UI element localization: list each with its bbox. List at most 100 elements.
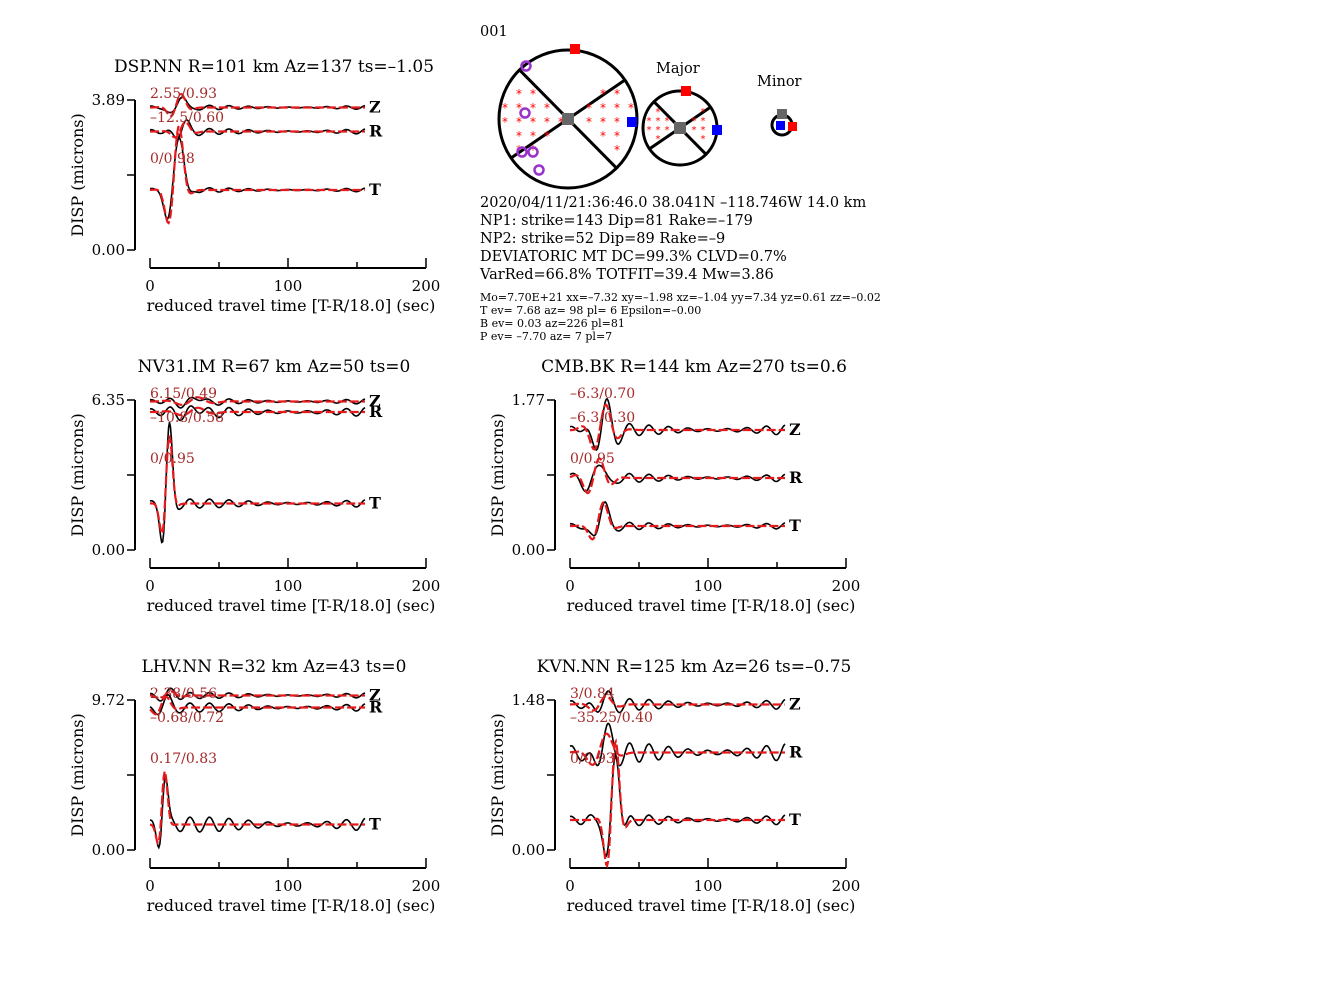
polarity-mark: * bbox=[701, 107, 706, 118]
x-tick-label: 100 bbox=[694, 877, 723, 895]
polarity-mark: * bbox=[701, 116, 706, 127]
component-label-z: Z bbox=[369, 686, 381, 705]
polarity-mark: * bbox=[600, 87, 606, 101]
x-tick-label: 0 bbox=[145, 577, 155, 595]
observed-trace-t bbox=[149, 422, 366, 544]
x-axis-title: reduced travel time [T-R/18.0] (sec) bbox=[147, 596, 436, 615]
station-marker bbox=[527, 146, 539, 158]
station-marker bbox=[519, 107, 531, 119]
synthetic-trace-z bbox=[149, 396, 365, 407]
polarity-mark: * bbox=[516, 115, 522, 129]
polarity-mark: * bbox=[665, 116, 670, 127]
polarity-mark: * bbox=[647, 125, 652, 136]
fit-label-z: 3/0.84 bbox=[570, 686, 615, 702]
component-label-t: T bbox=[369, 815, 381, 834]
synthetic-trace-t bbox=[149, 435, 365, 537]
y-tick-label: 0.00 bbox=[512, 841, 545, 859]
polarity-mark: * bbox=[614, 115, 620, 129]
synthetic-trace-t bbox=[570, 738, 785, 869]
synthetic-trace-t bbox=[149, 767, 365, 846]
polarity-mark: * bbox=[586, 115, 592, 129]
synthetic-trace-r bbox=[150, 120, 365, 139]
synthetic-trace-r bbox=[569, 732, 785, 767]
fit-label-r: –10.8/0.58 bbox=[150, 410, 224, 426]
polarity-mark: * bbox=[600, 129, 606, 143]
observed-trace-t bbox=[569, 501, 786, 537]
synthetic-trace-z bbox=[569, 695, 785, 712]
observed-trace-z bbox=[569, 690, 786, 714]
observed-trace-t bbox=[150, 773, 366, 850]
y-axis-title: DISP (microns) bbox=[68, 113, 87, 237]
polarity-mark: * bbox=[530, 143, 536, 157]
panel-title: KVN.NN R=125 km Az=26 ts=–0.75 bbox=[537, 657, 852, 677]
polarity-mark: * bbox=[516, 101, 522, 115]
polarity-mark: * bbox=[600, 115, 606, 129]
major-beachball: ************** bbox=[641, 86, 722, 167]
x-tick-label: 200 bbox=[412, 577, 441, 595]
polarity-mark: * bbox=[628, 101, 634, 115]
polarity-mark: * bbox=[614, 87, 620, 101]
fit-label-t: 0/0.93 bbox=[570, 751, 615, 767]
t-axis-marker bbox=[627, 117, 637, 127]
synthetic-trace-r bbox=[569, 456, 785, 495]
x-tick-label: 200 bbox=[412, 277, 441, 295]
nodal-plane-2: NP2: strike=52 Dip=89 Rake=–9 bbox=[480, 231, 726, 247]
b-axis-marker bbox=[674, 122, 686, 134]
y-tick-label: 0.00 bbox=[512, 541, 545, 559]
x-tick-label: 100 bbox=[274, 877, 303, 895]
p-axis-line: P ev= –7.70 az= 7 pl=7 bbox=[480, 330, 613, 343]
synthetic-trace-r bbox=[149, 695, 365, 716]
waveform-panel: DSP.NN R=101 km Az=137 ts=–1.05 DISP (mic… bbox=[68, 57, 440, 315]
x-tick-label: 0 bbox=[145, 877, 155, 895]
polarity-mark: * bbox=[647, 116, 652, 127]
station-marker bbox=[520, 60, 532, 72]
fit-label-t: 0/0.95 bbox=[150, 451, 195, 467]
synthetic-trace-t bbox=[570, 501, 785, 541]
panel-title: NV31.IM R=67 km Az=50 ts=0 bbox=[138, 357, 411, 377]
y-tick-label: 0.00 bbox=[92, 241, 125, 259]
fit-label-z: –6.3/0.70 bbox=[570, 386, 635, 402]
deviatoric-mt-line: DEVIATORIC MT DC=99.3% CLVD=0.7% bbox=[480, 249, 787, 265]
x-tick-label: 200 bbox=[412, 877, 441, 895]
t-axis-line: T ev= 7.68 az= 98 pl= 6 Epsilon=–0.00 bbox=[480, 304, 702, 317]
polarity-mark: * bbox=[614, 101, 620, 115]
component-label-z: Z bbox=[369, 392, 381, 411]
component-label-r: R bbox=[789, 468, 803, 487]
b-axis-marker bbox=[777, 109, 787, 119]
component-label-r: R bbox=[369, 402, 383, 421]
moment-tensor-line: Mo=7.70E+21 xx=–7.32 xy=–1.98 xz=–1.04 y… bbox=[480, 291, 881, 304]
p-axis-marker bbox=[570, 44, 580, 54]
component-label-t: T bbox=[369, 180, 381, 199]
component-label-t: T bbox=[789, 810, 801, 829]
polarity-mark: * bbox=[701, 134, 706, 145]
polarity-mark: * bbox=[530, 129, 536, 143]
event-id: 001 bbox=[480, 24, 508, 40]
polarity-mark: * bbox=[665, 125, 670, 136]
polarity-mark: * bbox=[614, 129, 620, 143]
x-tick-label: 100 bbox=[274, 577, 303, 595]
minor-beachball bbox=[770, 109, 797, 137]
polarity-mark: * bbox=[502, 115, 508, 129]
polarity-mark: * bbox=[516, 87, 522, 101]
component-label-t: T bbox=[789, 516, 801, 535]
waveform-panel: KVN.NN R=125 km Az=26 ts=–0.75 DISP (micr… bbox=[488, 657, 860, 915]
x-tick-label: 200 bbox=[832, 577, 861, 595]
fit-label-r: –12.5/0.60 bbox=[150, 110, 224, 126]
fit-label-r: –35.25/0.40 bbox=[570, 710, 653, 726]
station-marker bbox=[533, 164, 545, 176]
fit-label-r: –6.3/0.30 bbox=[570, 410, 635, 426]
minor-beachball-label: Minor bbox=[757, 74, 802, 90]
polarity-mark: * bbox=[614, 143, 620, 157]
y-tick-label: 0.00 bbox=[92, 841, 125, 859]
major-beachball-label: Major bbox=[656, 61, 700, 77]
fit-label-z: 6.15/0.49 bbox=[150, 386, 217, 402]
polarity-mark: * bbox=[586, 101, 592, 115]
fit-label-z: 2.55/0.93 bbox=[150, 86, 217, 102]
polarity-mark: * bbox=[600, 101, 606, 115]
fit-label-t: 0.17/0.83 bbox=[150, 751, 217, 767]
b-axis-marker bbox=[562, 113, 574, 125]
t-axis-marker bbox=[712, 125, 722, 135]
x-axis-title: reduced travel time [T-R/18.0] (sec) bbox=[567, 896, 856, 915]
polarity-mark: * bbox=[656, 125, 661, 136]
x-tick-label: 100 bbox=[694, 577, 723, 595]
